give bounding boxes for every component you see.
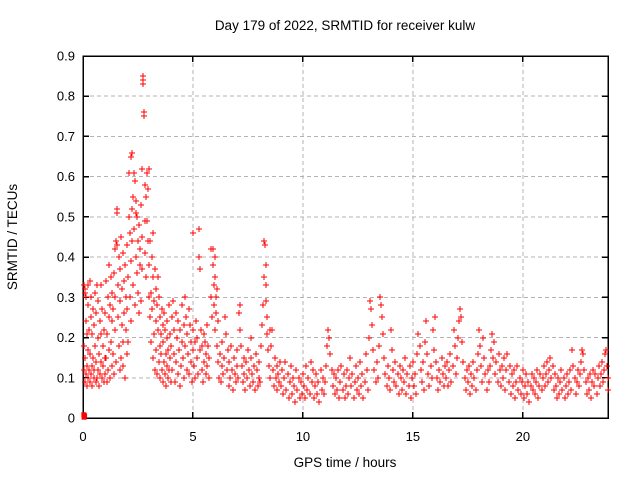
x-tick-label: 10 (296, 429, 310, 444)
y-tick-label: 0.8 (57, 89, 75, 104)
x-tick-label: 20 (516, 429, 530, 444)
y-tick-label: 0.2 (57, 330, 75, 345)
chart-title: Day 179 of 2022, SRMTID for receiver kul… (215, 18, 476, 33)
scatter-points (81, 73, 611, 405)
gridlines (83, 56, 608, 418)
y-tick-label: 0.5 (57, 209, 75, 224)
y-tick-label: 0.6 (57, 169, 75, 184)
y-tick-label: 0 (68, 411, 75, 426)
origin-square-marker (81, 412, 87, 418)
y-tick-label: 0.3 (57, 290, 75, 305)
border-rect (82, 55, 609, 419)
x-tick-label: 0 (79, 429, 86, 444)
y-tick-label: 0.7 (57, 129, 75, 144)
y-tick-label: 0.1 (57, 370, 75, 385)
x-tick-label: 15 (406, 429, 420, 444)
y-axis-label: SRMTID / TECUs (5, 184, 20, 291)
data-series-srmtid (81, 73, 611, 420)
axis-ticks (82, 55, 608, 419)
tick-labels: 0 0.1 0.2 0.3 0.4 0.5 0.6 0.7 0.8 0.9 0 5 10 15 20 (57, 49, 530, 445)
y-tick-label: 0.4 (57, 250, 75, 265)
y-tick-label: 0.9 (57, 49, 75, 64)
x-tick-label: 5 (189, 429, 196, 444)
x-axis-label: GPS time / hours (294, 455, 397, 470)
plot-border (82, 55, 609, 419)
